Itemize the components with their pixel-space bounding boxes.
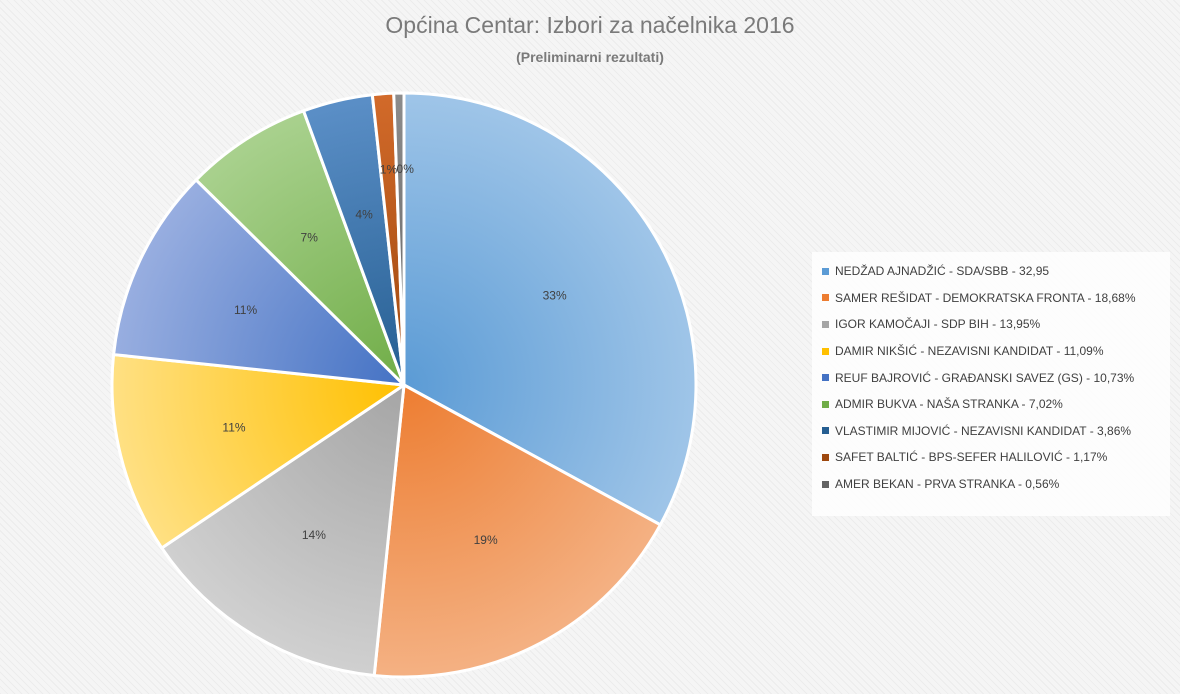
legend-swatch (822, 453, 829, 461)
legend-label: SAFET BALTIĆ - BPS-SEFER HALILOVIĆ - 1,1… (835, 450, 1108, 465)
data-label-6: 7% (301, 231, 319, 245)
legend-item-9: AMER BEKAN - PRVA STRANKA - 0,56% (822, 471, 1170, 498)
legend-label: SAMER REŠIDAT - DEMOKRATSKA FRONTA - 18,… (835, 290, 1136, 305)
legend-swatch (822, 347, 829, 355)
legend-label: VLASTIMIR MIJOVIĆ - NEZAVISNI KANDIDAT -… (835, 423, 1132, 438)
data-label-1: 33% (543, 289, 567, 303)
data-label-2: 19% (474, 533, 498, 547)
pie-slice-2 (372, 383, 662, 679)
legend-label: DAMIR NIKŠIĆ - NEZAVISNI KANDIDAT - 11,0… (835, 344, 1104, 359)
pie-slice-1 (402, 91, 698, 527)
legend-item-6: ADMIR BUKVA - NAŠA STRANKA - 7,02% (822, 391, 1170, 418)
pie-slice-9 (392, 91, 406, 387)
legend-label: NEDŽAD AJNADŽIĆ - SDA/SBB - 32,95 (835, 264, 1050, 279)
pie-slice-5 (112, 178, 406, 387)
pie-slices (110, 91, 698, 679)
legend-item-1: NEDŽAD AJNADŽIĆ - SDA/SBB - 32,95 (822, 258, 1170, 285)
legend-label: IGOR KAMOČAJI - SDP BIH - 13,95% (835, 317, 1041, 332)
chart-title: Općina Centar: Izbori za načelnika 2016 (385, 12, 795, 38)
legend-item-2: SAMER REŠIDAT - DEMOKRATSKA FRONTA - 18,… (822, 285, 1170, 312)
legend-swatch (822, 480, 829, 488)
legend-item-5: REUF BAJROVIĆ - GRAĐANSKI SAVEZ (GS) - 1… (822, 364, 1170, 391)
chart-subtitle: (Preliminarni rezultati) (516, 49, 664, 65)
legend-swatch (822, 267, 829, 275)
pie-data-labels: 33% 19% 14% 11% 11% 7% 4% 1% 0% (222, 162, 567, 547)
legend-swatch (822, 400, 829, 408)
legend-swatch (822, 320, 829, 328)
legend-swatch (822, 427, 829, 435)
legend-item-7: VLASTIMIR MIJOVIĆ - NEZAVISNI KANDIDAT -… (822, 418, 1170, 445)
legend-label: AMER BEKAN - PRVA STRANKA - 0,56% (835, 477, 1060, 492)
legend-item-4: DAMIR NIKŠIĆ - NEZAVISNI KANDIDAT - 11,0… (822, 338, 1170, 365)
legend-swatch (822, 374, 829, 382)
data-label-8: 1% (380, 162, 398, 176)
data-label-9: 0% (397, 162, 415, 176)
data-label-4: 11% (222, 420, 245, 434)
pie-slice-3 (160, 383, 406, 677)
legend-label: ADMIR BUKVA - NAŠA STRANKA - 7,02% (835, 397, 1063, 412)
data-label-3: 14% (302, 528, 326, 542)
legend-swatch (822, 294, 829, 302)
pie-slice-6 (194, 109, 406, 387)
legend-label: REUF BAJROVIĆ - GRAĐANSKI SAVEZ (GS) - 1… (835, 370, 1135, 385)
data-label-5: 11% (234, 303, 257, 317)
legend-item-8: SAFET BALTIĆ - BPS-SEFER HALILOVIĆ - 1,1… (822, 444, 1170, 471)
chart-legend: NEDŽAD AJNADŽIĆ - SDA/SBB - 32,95 SAMER R… (812, 252, 1170, 516)
pie-slice-4 (110, 353, 406, 550)
data-label-7: 4% (355, 207, 373, 221)
legend-item-3: IGOR KAMOČAJI - SDP BIH - 13,95% (822, 311, 1170, 338)
